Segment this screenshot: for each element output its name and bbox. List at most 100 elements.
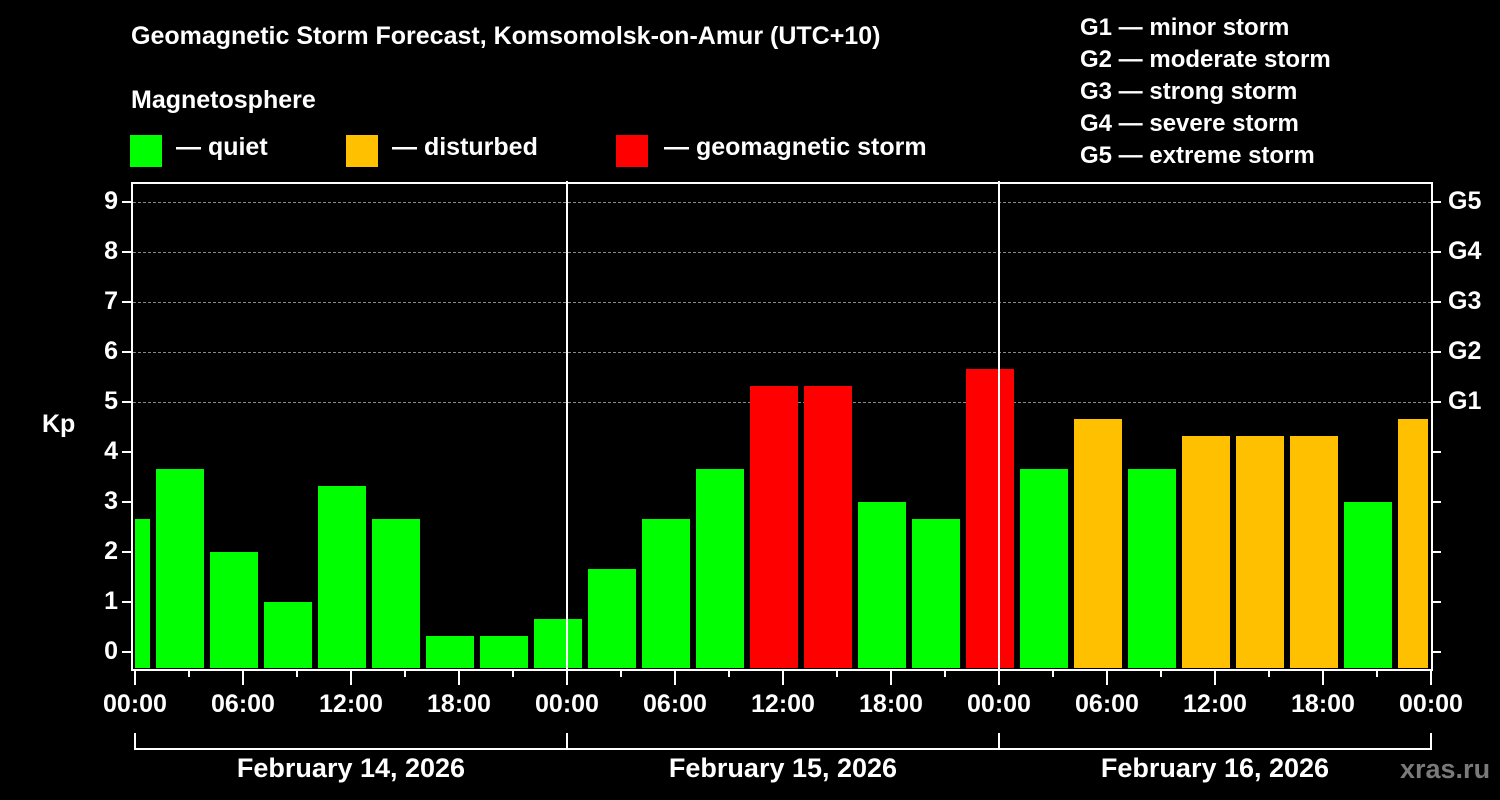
y-tick: [122, 251, 131, 253]
x-tick-major: [134, 669, 136, 685]
y-tick-label: 6: [104, 337, 118, 365]
x-tick-label: 12:00: [751, 690, 815, 718]
legend-swatch-quiet: [130, 135, 162, 167]
x-tick-label: 12:00: [1183, 690, 1247, 718]
x-tick-minor: [1160, 669, 1162, 677]
g-level-label: G2: [1448, 337, 1482, 365]
kp-bar: [804, 386, 852, 668]
x-tick-major: [998, 669, 1000, 685]
x-tick-minor: [512, 669, 514, 677]
kp-bar: [480, 636, 528, 668]
kp-bar: [318, 486, 366, 668]
g-level-label: G4: [1448, 237, 1482, 265]
date-bracket-tick: [998, 733, 1000, 749]
g-scale-g1: G1 — minor storm: [1080, 14, 1290, 41]
y-tick: [122, 551, 131, 553]
date-bracket: [134, 748, 1432, 750]
kp-bar: [372, 519, 420, 668]
y-tick-right: [1432, 651, 1441, 653]
kp-bar: [1344, 502, 1392, 668]
x-tick-label: 00:00: [967, 690, 1031, 718]
kp-bar: [1074, 419, 1122, 668]
kp-bar: [642, 519, 690, 668]
y-tick-label: 8: [104, 237, 118, 265]
x-tick-major: [242, 669, 244, 685]
g-scale-g5: G5 — extreme storm: [1080, 142, 1315, 169]
day-divider: [566, 181, 568, 669]
y-tick-right: [1432, 301, 1441, 303]
g-scale-g4: G4 — severe storm: [1080, 110, 1299, 137]
x-tick-major: [674, 669, 676, 685]
x-tick-label: 06:00: [211, 690, 275, 718]
day-divider: [998, 181, 1000, 669]
x-tick-minor: [620, 669, 622, 677]
plot-frame: [131, 182, 1433, 671]
y-tick-label: 3: [104, 487, 118, 515]
kp-bar: [135, 519, 150, 668]
x-tick-major: [1106, 669, 1108, 685]
date-label: February 16, 2026: [1100, 753, 1330, 783]
x-tick-major: [458, 669, 460, 685]
chart-title: Geomagnetic Storm Forecast, Komsomolsk-o…: [131, 22, 881, 50]
y-tick: [122, 651, 131, 653]
y-tick-right: [1432, 401, 1441, 403]
g-scale-g2: G2 — moderate storm: [1080, 46, 1331, 73]
y-tick: [122, 201, 131, 203]
kp-bar: [966, 369, 1014, 668]
y-tick-right: [1432, 551, 1441, 553]
kp-bar: [156, 469, 204, 668]
kp-bar: [1398, 419, 1428, 668]
x-tick-major: [782, 669, 784, 685]
kp-bar: [858, 502, 906, 668]
legend-heading: Magnetosphere: [131, 86, 316, 114]
kp-bar: [912, 519, 960, 668]
x-tick-minor: [836, 669, 838, 677]
y-tick: [122, 451, 131, 453]
x-tick-label: 18:00: [859, 690, 923, 718]
x-tick-label: 18:00: [1291, 690, 1355, 718]
x-tick-label: 06:00: [1075, 690, 1139, 718]
x-tick-major: [566, 669, 568, 685]
x-tick-major: [890, 669, 892, 685]
y-tick: [122, 401, 131, 403]
watermark: xras.ru: [1400, 754, 1491, 784]
x-tick-minor: [1376, 669, 1378, 677]
legend-label-storm: — geomagnetic storm: [664, 133, 927, 161]
y-tick-label: 4: [104, 437, 118, 465]
y-tick: [122, 601, 131, 603]
x-tick-minor: [296, 669, 298, 677]
y-tick: [122, 351, 131, 353]
y-tick-right: [1432, 351, 1441, 353]
x-tick-major: [1214, 669, 1216, 685]
y-tick-label: 9: [104, 187, 118, 215]
kp-bar: [1020, 469, 1068, 668]
x-tick-major: [1430, 669, 1432, 685]
date-bracket-tick: [134, 733, 136, 749]
y-axis-label: Kp: [42, 410, 76, 438]
x-tick-minor: [728, 669, 730, 677]
y-tick-label: 7: [104, 287, 118, 315]
kp-bar: [750, 386, 798, 668]
legend-swatch-disturbed: [346, 135, 378, 167]
x-tick-minor: [1268, 669, 1270, 677]
y-tick-right: [1432, 251, 1441, 253]
x-tick-minor: [1052, 669, 1054, 677]
date-bracket-tick: [1430, 733, 1432, 749]
kp-bar: [1128, 469, 1176, 668]
x-tick-label: 06:00: [643, 690, 707, 718]
date-label: February 15, 2026: [668, 753, 898, 783]
y-tick: [122, 501, 131, 503]
g-scale-g3: G3 — strong storm: [1080, 78, 1298, 105]
legend-label-quiet: — quiet: [176, 133, 268, 161]
kp-bar: [210, 552, 258, 668]
y-tick-label: 1: [104, 587, 118, 615]
x-tick-minor: [404, 669, 406, 677]
y-tick-right: [1432, 201, 1441, 203]
gridline: [133, 252, 1431, 253]
x-tick-label: 00:00: [1399, 690, 1463, 718]
kp-bar: [1236, 436, 1284, 668]
x-tick-major: [350, 669, 352, 685]
date-bracket-tick: [566, 733, 568, 749]
gridline: [133, 302, 1431, 303]
y-tick-right: [1432, 501, 1441, 503]
